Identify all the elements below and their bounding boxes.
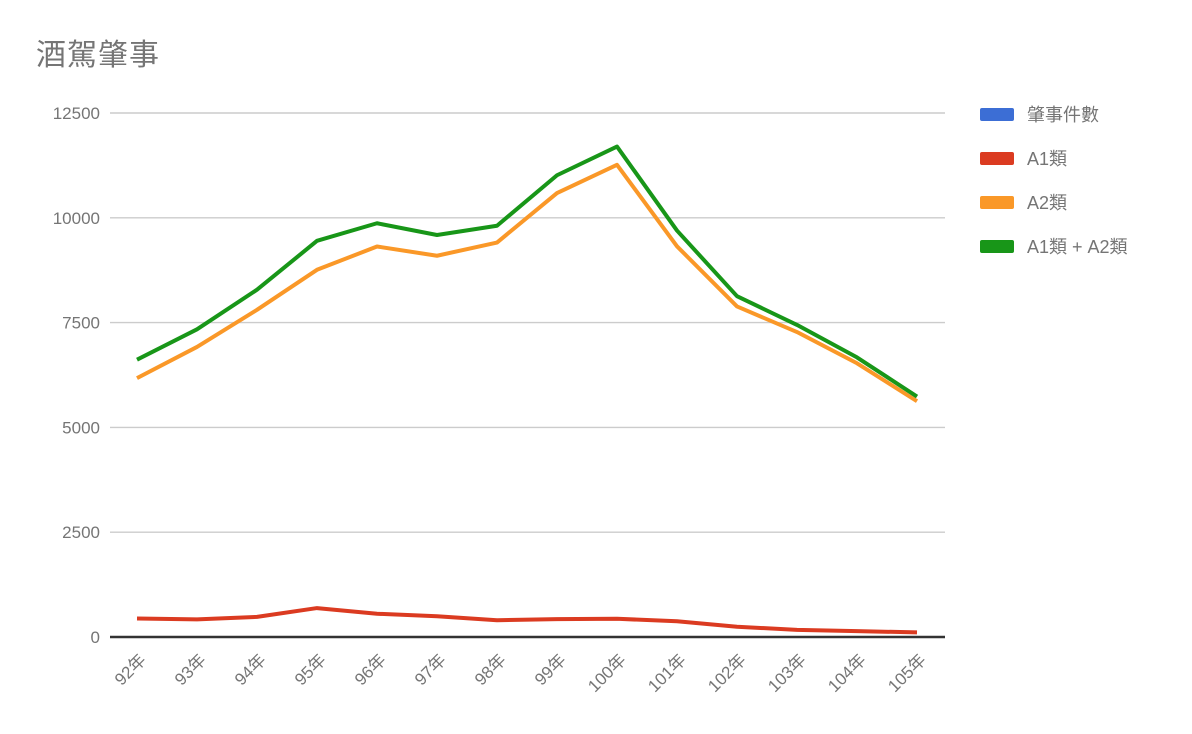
x-axis-label: 97年	[411, 650, 450, 689]
y-axis-label: 2500	[62, 523, 100, 542]
series-line-A2類[interactable]	[136, 162, 919, 403]
x-axis-label: 103年	[764, 650, 810, 696]
x-axis-label: 101年	[644, 650, 690, 696]
x-axis-label: 100年	[584, 650, 630, 696]
legend-item-total-events[interactable]: 肇事件數	[980, 101, 1128, 127]
legend-swatch-green	[980, 239, 1014, 253]
x-axis-label: 102年	[704, 650, 750, 696]
legend-label: A1類 + A2類	[1027, 237, 1128, 257]
legend-swatch-orange	[980, 195, 1014, 209]
y-axis-label: 0	[91, 628, 100, 647]
x-axis-label: 94年	[231, 650, 270, 689]
series-line-A1類[interactable]	[136, 606, 918, 635]
x-axis-label: 105年	[884, 650, 930, 696]
x-axis-label: 104年	[824, 650, 870, 696]
legend-item-a1-plus-a2[interactable]: A1類 + A2類	[980, 233, 1128, 259]
legend-swatch-blue	[980, 107, 1014, 121]
series-line-A1類 + A2類[interactable]	[136, 144, 919, 399]
legend-label: 肇事件數	[1027, 105, 1099, 125]
y-axis-label: 12500	[53, 104, 100, 123]
legend: 肇事件數 A1類 A2類 A1類 + A2類	[980, 101, 1128, 277]
x-axis-label: 93年	[171, 650, 210, 689]
legend-label: A1類	[1027, 149, 1068, 169]
x-axis-label: 98年	[471, 650, 510, 689]
x-axis-label: 99年	[531, 650, 570, 689]
x-axis-label: 96年	[351, 650, 390, 689]
x-axis-label: 92年	[111, 650, 150, 689]
legend-label: A2類	[1027, 193, 1068, 213]
legend-item-a1[interactable]: A1類	[980, 145, 1128, 171]
y-axis-label: 7500	[62, 314, 100, 333]
x-axis-label: 95年	[291, 650, 330, 689]
chart-title: 酒駕肇事	[36, 39, 160, 72]
legend-swatch-red	[980, 151, 1014, 165]
legend-item-a2[interactable]: A2類	[980, 189, 1128, 215]
y-axis-label: 5000	[62, 418, 100, 437]
y-axis-label: 10000	[53, 209, 100, 228]
